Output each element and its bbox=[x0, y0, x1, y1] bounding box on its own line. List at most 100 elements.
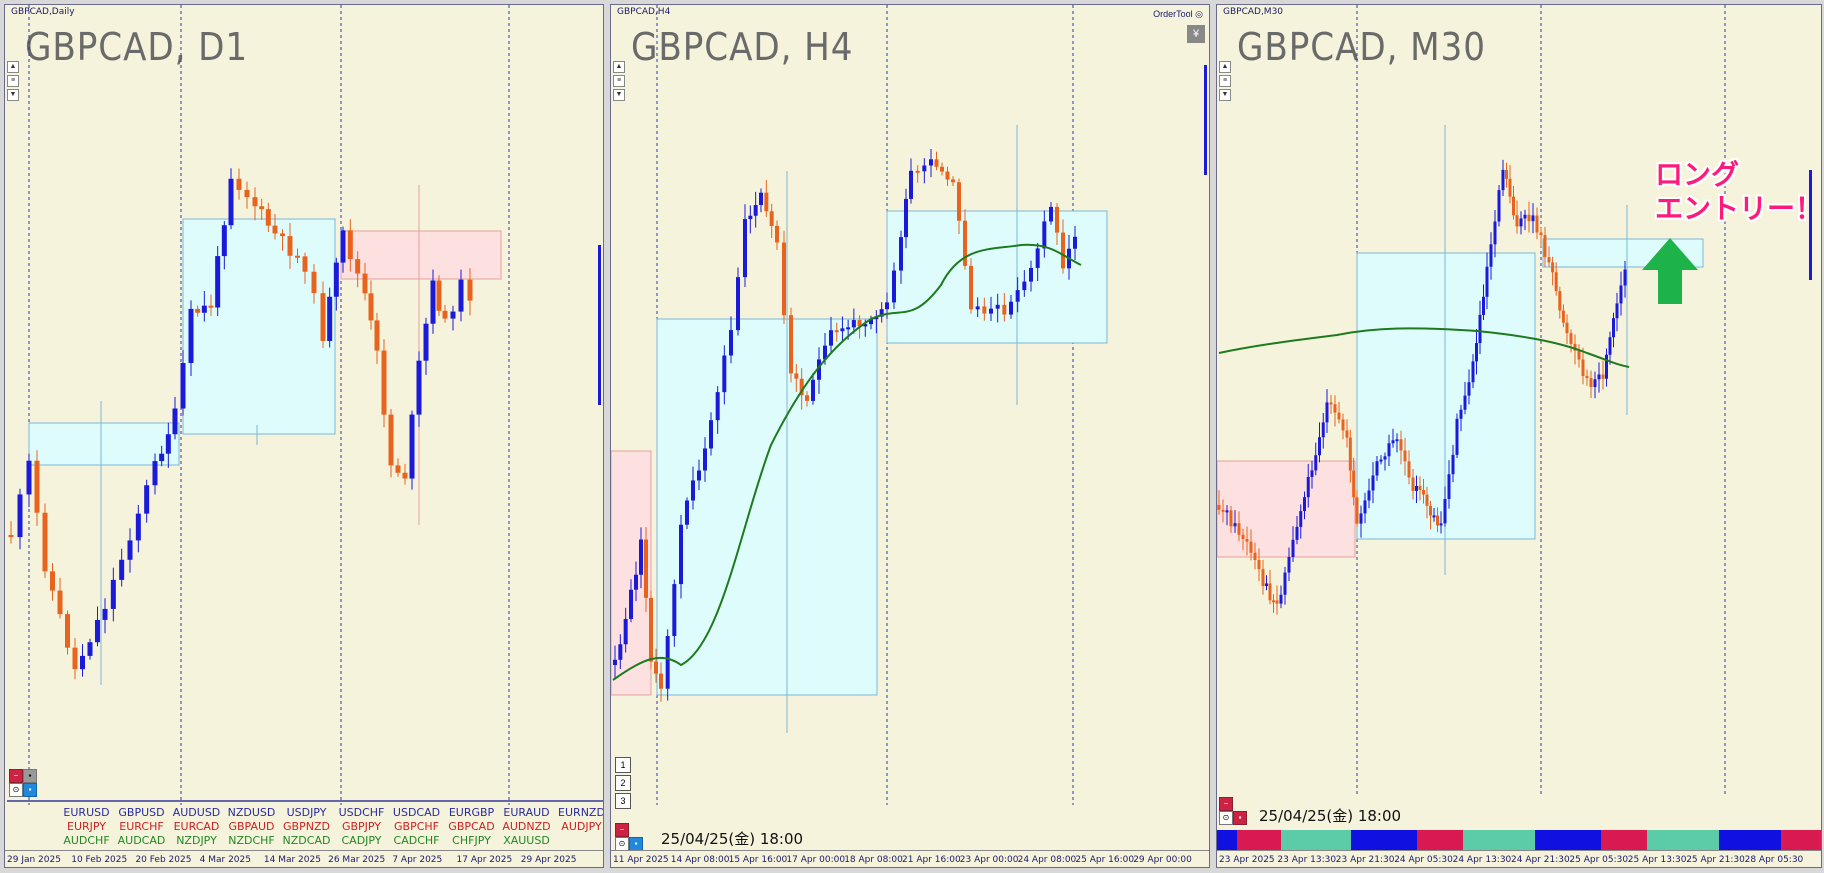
currency-pair-link[interactable]: NZDCAD bbox=[282, 834, 331, 847]
currency-pair-link[interactable]: USDJPY bbox=[286, 806, 327, 819]
yen-icon[interactable]: ¥ bbox=[1187, 25, 1205, 43]
timeframe-icon[interactable]: ≡ bbox=[7, 75, 19, 87]
currency-pair-link[interactable]: CADCHF bbox=[393, 834, 440, 847]
candle-body bbox=[195, 308, 201, 313]
annotation-line-2: エントリー！ bbox=[1655, 192, 1824, 225]
candle-body bbox=[834, 330, 839, 333]
currency-pair-link[interactable]: GBPUSD bbox=[118, 806, 165, 819]
candle-body bbox=[659, 673, 663, 689]
candle-body bbox=[327, 296, 333, 342]
candle-body bbox=[1497, 190, 1501, 222]
currency-pair-link[interactable]: XAUUSD bbox=[503, 834, 550, 847]
candle-body bbox=[963, 220, 967, 266]
chart-panel-h4[interactable]: GBPCAD,H4 OrderTool ◎ ¥ GBPCAD, H4 ▲ ≡ ▼… bbox=[610, 4, 1210, 868]
currency-pair-link[interactable]: USDCAD bbox=[392, 806, 441, 819]
currency-pair-link[interactable]: CHFJPY bbox=[452, 834, 491, 847]
minus-button[interactable]: − bbox=[615, 823, 629, 837]
currency-pair-link[interactable]: NZDJPY bbox=[176, 834, 217, 847]
candle-body bbox=[1225, 510, 1229, 513]
page-button-2[interactable]: 2 bbox=[615, 775, 631, 791]
currency-pair-link[interactable]: AUDJPY bbox=[561, 820, 602, 833]
blue-toggle-button[interactable]: ▪ bbox=[23, 783, 37, 797]
minus-button[interactable]: − bbox=[1219, 797, 1233, 811]
candle-body bbox=[623, 618, 628, 645]
currency-pair-link[interactable]: EURNZD bbox=[558, 806, 604, 819]
symbol-timeframe-label: GBPCAD, M30 bbox=[1237, 25, 1486, 69]
settings-button[interactable]: ▪ bbox=[23, 769, 37, 783]
up-arrow-icon[interactable]: ▲ bbox=[1219, 61, 1231, 73]
candle-body bbox=[381, 350, 387, 415]
strength-segment bbox=[1647, 830, 1719, 850]
up-arrow-icon[interactable]: ▲ bbox=[7, 61, 19, 73]
up-arrow-icon bbox=[1642, 238, 1698, 304]
currency-pair-link[interactable]: USDCHF bbox=[338, 806, 385, 819]
price-chart-h4[interactable] bbox=[611, 5, 1209, 850]
currency-pair-link[interactable]: NZDCHF bbox=[228, 834, 275, 847]
chart-panel-m30[interactable]: GBPCAD,M30 GBPCAD, M30 ▲ ≡ ▼ − ⊙ ▪ 25/04… bbox=[1216, 4, 1822, 868]
minus-button[interactable]: − bbox=[9, 769, 23, 783]
candle-body bbox=[252, 197, 258, 207]
candle-body bbox=[1508, 178, 1512, 197]
currency-pair-link[interactable]: NZDUSD bbox=[227, 806, 276, 819]
candle-body bbox=[748, 215, 753, 220]
panel-title: GBPCAD,M30 bbox=[1223, 7, 1284, 17]
candle-body bbox=[644, 539, 648, 598]
down-arrow-icon[interactable]: ▼ bbox=[7, 89, 19, 101]
currency-pair-link[interactable]: EURCAD bbox=[173, 820, 220, 833]
page-button-1[interactable]: 1 bbox=[615, 757, 631, 773]
candle-body bbox=[989, 308, 993, 314]
time-tick-label: 18 Apr 08:00 bbox=[844, 855, 903, 865]
datetime-stamp: 25/04/25(金) 18:00 bbox=[661, 830, 804, 848]
scroll-indicator bbox=[1809, 170, 1812, 280]
time-tick-label: 25 Apr 13:30 bbox=[1627, 855, 1687, 865]
timeframe-icon[interactable]: ≡ bbox=[613, 75, 625, 87]
scale-controls[interactable]: ▲ ≡ ▼ bbox=[613, 61, 625, 103]
candle-body bbox=[934, 159, 939, 167]
price-chart-d1[interactable] bbox=[5, 5, 603, 850]
currency-pair-link[interactable]: EURCHF bbox=[119, 820, 164, 833]
currency-pair-link[interactable]: AUDCAD bbox=[117, 834, 166, 847]
currency-pair-link[interactable]: AUDNZD bbox=[502, 820, 551, 833]
up-arrow-icon[interactable]: ▲ bbox=[613, 61, 625, 73]
currency-pair-link[interactable]: AUDUSD bbox=[172, 806, 221, 819]
currency-pair-link[interactable]: GBPNZD bbox=[283, 820, 330, 833]
time-tick-label: 23 Apr 21:30 bbox=[1335, 855, 1395, 865]
price-chart-m30[interactable] bbox=[1217, 5, 1821, 850]
timeframe-icon[interactable]: ≡ bbox=[1219, 75, 1231, 87]
scale-controls[interactable]: ▲ ≡ ▼ bbox=[7, 61, 19, 103]
time-tick-label: 20 Feb 2025 bbox=[135, 855, 192, 865]
page-button-3[interactable]: 3 bbox=[615, 793, 631, 809]
close-small-button[interactable]: ▪ bbox=[1233, 811, 1247, 825]
currency-pair-link[interactable]: GBPAUD bbox=[228, 820, 275, 833]
candle-body bbox=[764, 192, 769, 212]
cursor-icon[interactable]: ⊙ bbox=[1219, 811, 1233, 825]
currency-pair-link[interactable]: EURAUD bbox=[503, 806, 550, 819]
order-tool-label[interactable]: OrderTool ◎ bbox=[1153, 9, 1203, 19]
currency-pair-link[interactable]: AUDCHF bbox=[63, 834, 110, 847]
cursor-icon[interactable]: ⊙ bbox=[9, 783, 23, 797]
symbol-timeframe-label: GBPCAD, H4 bbox=[631, 25, 854, 69]
candle-body bbox=[922, 165, 927, 172]
candle-body bbox=[228, 178, 234, 226]
scale-controls[interactable]: ▲ ≡ ▼ bbox=[1219, 61, 1231, 103]
candle-body bbox=[1367, 490, 1371, 501]
currency-pair-link[interactable]: GBPCAD bbox=[448, 820, 495, 833]
order-tool-text[interactable]: OrderTool bbox=[1153, 9, 1193, 19]
candle-body bbox=[1009, 301, 1013, 315]
currency-pair-link[interactable]: CADJPY bbox=[341, 834, 382, 847]
chart-panel-d1[interactable]: GBPCAD,Daily GBPCAD, D1 ▲ ≡ ▼ − ▪ ⊙ ▪ EU… bbox=[4, 4, 604, 868]
currency-pair-link[interactable]: EURJPY bbox=[67, 820, 106, 833]
candle-body bbox=[1418, 485, 1422, 490]
currency-pair-link[interactable]: EURGBP bbox=[448, 806, 495, 819]
candle-body bbox=[1523, 214, 1527, 219]
down-arrow-icon[interactable]: ▼ bbox=[1219, 89, 1231, 101]
candle-body bbox=[368, 293, 374, 321]
cursor-icon[interactable]: ⊙ bbox=[615, 837, 629, 851]
down-arrow-icon[interactable]: ▼ bbox=[613, 89, 625, 101]
currency-pair-link[interactable]: GBPJPY bbox=[341, 820, 382, 833]
candle-body bbox=[188, 308, 194, 363]
blue-toggle-button[interactable]: ▪ bbox=[629, 837, 643, 851]
candle-body bbox=[1403, 450, 1407, 462]
currency-pair-link[interactable]: EURUSD bbox=[63, 806, 110, 819]
currency-pair-link[interactable]: GBPCHF bbox=[394, 820, 439, 833]
